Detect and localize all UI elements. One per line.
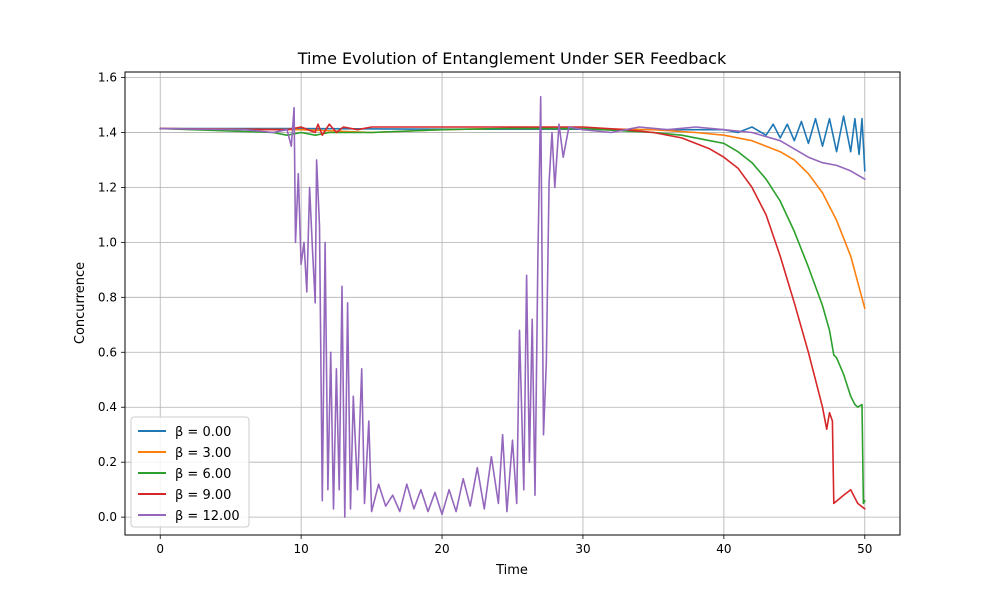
y-ticks: 0.0 0.2 0.4 0.6 0.8 1.0 1.2 1.4 1.6 [98,70,125,524]
legend-label-0: β = 0.00 [175,425,231,440]
y-tick-label: 0.8 [98,290,117,304]
y-tick-label: 0.6 [98,345,117,359]
chart-title: Time Evolution of Entanglement Under SER… [297,49,727,68]
x-tick-label: 30 [575,542,590,556]
x-tick-label: 40 [716,542,731,556]
x-tick-label: 20 [434,542,449,556]
y-tick-label: 1.4 [98,125,117,139]
y-tick-label: 1.2 [98,180,117,194]
y-tick-label: 1.0 [98,235,117,249]
plot-frame [124,71,901,536]
x-axis-label: Time [495,563,528,578]
legend-label-3: β = 9.00 [175,488,231,503]
series-line-2 [159,127,866,505]
grid [125,72,900,535]
legend: β = 0.00 β = 3.00 β = 6.00 β = 9.00 β = 12.0… [130,416,250,528]
y-axis-label: Concurrence [73,262,88,344]
y-tick-label: 0.4 [98,400,117,414]
y-tick-label: 1.6 [98,70,117,84]
legend-label-1: β = 3.00 [175,446,231,461]
x-tick-label: 0 [156,542,164,556]
y-tick-label: 0.0 [98,510,117,524]
series-line-4 [159,95,866,518]
legend-box [130,416,250,528]
x-tick-label: 50 [857,542,872,556]
legend-label-4: β = 12.00 [175,509,240,524]
x-tick-label: 10 [293,542,308,556]
x-ticks: 0 10 20 30 40 50 [156,535,872,556]
series-line-3 [159,123,866,510]
y-tick-label: 0.2 [98,455,117,469]
legend-label-2: β = 6.00 [175,467,231,482]
series-group [159,95,866,518]
